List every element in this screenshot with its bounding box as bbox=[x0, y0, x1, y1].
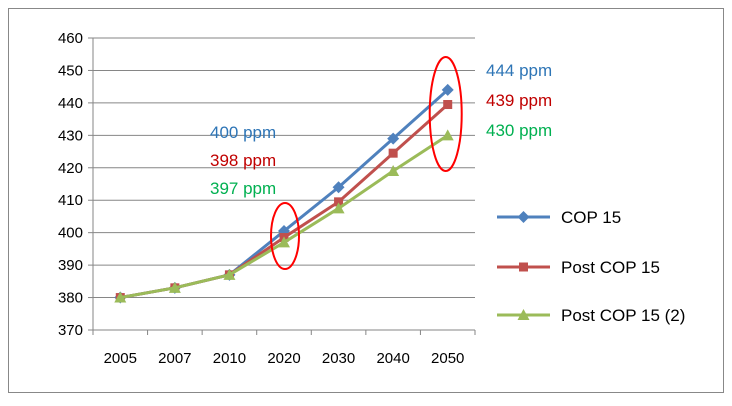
y-tick-label: 460 bbox=[58, 30, 83, 47]
legend-swatch-marker bbox=[519, 262, 528, 272]
x-tick-label: 2050 bbox=[431, 350, 464, 367]
data-point bbox=[443, 100, 453, 110]
legend-swatch-marker bbox=[517, 211, 530, 223]
legend-label: Post COP 15 bbox=[561, 258, 660, 277]
y-tick-label: 380 bbox=[58, 290, 83, 307]
y-tick-label: 420 bbox=[58, 160, 83, 177]
data-point bbox=[387, 132, 400, 145]
x-tick-label: 2007 bbox=[158, 350, 191, 367]
x-tick-label: 2040 bbox=[376, 350, 409, 367]
y-tick-label: 410 bbox=[58, 192, 83, 209]
data-point bbox=[441, 129, 454, 141]
legend-label: COP 15 bbox=[561, 208, 621, 227]
data-point bbox=[332, 202, 345, 214]
legend-entry: Post COP 15 (2) bbox=[497, 306, 685, 325]
legend: COP 15 Post COP 15 Post COP 15 (2) bbox=[497, 208, 685, 325]
data-point bbox=[114, 291, 127, 303]
x-tick-label: 2030 bbox=[322, 350, 355, 367]
data-point bbox=[278, 236, 290, 248]
x-tick-label: 2005 bbox=[104, 350, 137, 367]
x-tick-label: 2010 bbox=[213, 350, 246, 367]
annotation-label: 397 ppm bbox=[210, 179, 276, 198]
x-tick-label: 2020 bbox=[267, 350, 300, 367]
y-tick-label: 430 bbox=[58, 127, 83, 144]
series-3 bbox=[114, 129, 454, 303]
data-point bbox=[441, 83, 454, 96]
data-point bbox=[334, 197, 344, 207]
highlight-ellipse-2020 bbox=[270, 202, 300, 270]
series-layer bbox=[114, 83, 454, 304]
highlight-ellipse-2050 bbox=[428, 56, 463, 172]
y-tick-label: 400 bbox=[58, 225, 83, 242]
annotation-label: 430 ppm bbox=[486, 121, 552, 140]
data-point bbox=[387, 165, 400, 177]
y-tick-label: 440 bbox=[58, 95, 83, 112]
annotations: 400 ppm 398 ppm 397 ppm 444 ppm 439 ppm 430 p… bbox=[210, 56, 552, 270]
legend-label: Post COP 15 (2) bbox=[561, 306, 685, 325]
data-point bbox=[388, 148, 398, 158]
legend-swatch-marker bbox=[517, 309, 530, 320]
annotation-label: 444 ppm bbox=[486, 61, 552, 80]
data-point bbox=[223, 268, 236, 280]
data-point bbox=[332, 181, 345, 194]
legend-entry: Post COP 15 bbox=[497, 258, 660, 277]
y-tick-label: 390 bbox=[58, 257, 83, 274]
y-tick-label: 450 bbox=[58, 62, 83, 79]
annotation-label: 398 ppm bbox=[210, 151, 276, 170]
annotation-label: 400 ppm bbox=[210, 123, 276, 142]
y-tick-label: 370 bbox=[58, 322, 83, 339]
annotation-label: 439 ppm bbox=[486, 91, 552, 110]
legend-entry: COP 15 bbox=[497, 208, 621, 227]
axes: 370 380 390 400 410 420 430 440 450 460 2005 2007 20… bbox=[58, 30, 476, 367]
data-point bbox=[168, 281, 181, 293]
